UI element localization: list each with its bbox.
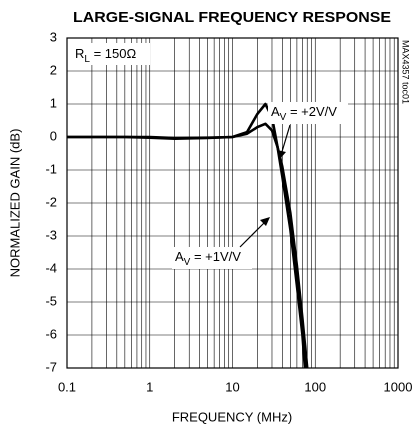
annotation-sub: V <box>184 257 191 268</box>
annotation-text: R <box>75 46 84 61</box>
x-tick-label: 0.1 <box>58 379 76 394</box>
y-tick-label: 3 <box>50 29 57 44</box>
label-bg <box>72 43 150 65</box>
annotation-text: = 150Ω <box>90 46 137 61</box>
arrow-head <box>260 217 270 226</box>
label-bg <box>268 102 348 124</box>
x-tick-label: 100 <box>304 379 326 394</box>
series-line <box>67 122 309 369</box>
x-tick-label: 1000 <box>384 379 413 394</box>
annotation: RL = 150Ω <box>75 46 136 64</box>
y-tick-label: 1 <box>50 95 57 110</box>
annotation-text: A <box>175 249 184 264</box>
annotation: MAX4357 toc01 <box>401 40 411 104</box>
x-tick-label: 10 <box>225 379 239 394</box>
label-bg <box>172 247 252 269</box>
plot-frame <box>66 37 399 369</box>
y-tick-label: -1 <box>45 161 57 176</box>
y-axis-label: NORMALIZED GAIN (dB) <box>7 129 22 278</box>
annotation: AV = +2V/V <box>271 104 337 122</box>
annotation-text: A <box>271 104 280 119</box>
y-tick-label: -5 <box>45 293 57 308</box>
arrow <box>280 124 291 156</box>
y-tick-label: -4 <box>45 260 57 275</box>
y-tick-label: -3 <box>45 227 57 242</box>
arrow <box>239 221 266 248</box>
y-tick-label: -2 <box>45 194 57 209</box>
annotation-text: = +1V/V <box>190 249 241 264</box>
annotation: AV = +1V/V <box>175 249 241 267</box>
x-tick-label: 1 <box>146 379 153 394</box>
y-tick-label: 2 <box>50 62 57 77</box>
annotation-sub: L <box>84 54 90 65</box>
plot-area <box>66 37 399 369</box>
annotation-text: = +2V/V <box>286 104 337 119</box>
chart-title: LARGE-SIGNAL FREQUENCY RESPONSE <box>73 9 391 26</box>
y-tick-label: 0 <box>50 128 57 143</box>
y-tick-label: -7 <box>45 359 57 374</box>
x-axis-label: FREQUENCY (MHz) <box>172 409 292 424</box>
annotation-sub: V <box>280 112 287 123</box>
y-tick-label: -6 <box>45 326 57 341</box>
arrow-head <box>277 150 286 160</box>
